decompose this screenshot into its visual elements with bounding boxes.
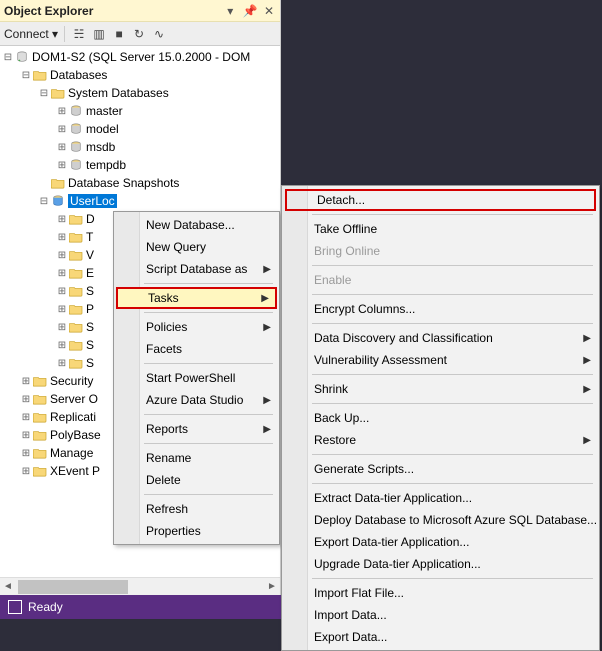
- submenu-arrow-icon: ▶: [263, 395, 271, 406]
- scroll-right-icon[interactable]: ►: [264, 581, 280, 592]
- submenu-arrow-icon: ▶: [583, 435, 591, 446]
- context-menu-database: New Database... New Query Script Databas…: [113, 211, 280, 545]
- tree-msdb-node[interactable]: ⊞msdb: [0, 138, 280, 156]
- panel-toolbar: Connect ▾ ☵ ▥ ■ ↻ ∿: [0, 22, 280, 46]
- menu-enable: Enable: [284, 269, 597, 291]
- menu-start-powershell[interactable]: Start PowerShell: [116, 367, 277, 389]
- menu-new-query[interactable]: New Query: [116, 236, 277, 258]
- expand-icon[interactable]: ⊞: [56, 286, 68, 297]
- menu-restore[interactable]: Restore▶: [284, 429, 597, 451]
- menu-backup[interactable]: Back Up...: [284, 407, 597, 429]
- context-menu-tasks: Detach... Take Offline Bring Online Enab…: [281, 185, 600, 651]
- expand-icon[interactable]: ⊞: [20, 430, 32, 441]
- expand-icon[interactable]: ⊞: [56, 250, 68, 261]
- menu-take-offline[interactable]: Take Offline: [284, 218, 597, 240]
- horizontal-scrollbar[interactable]: ◄ ►: [0, 577, 280, 595]
- scroll-left-icon[interactable]: ◄: [0, 581, 16, 592]
- menu-refresh[interactable]: Refresh: [116, 498, 277, 520]
- toolbar-group-icon[interactable]: ▥: [91, 26, 107, 42]
- menu-properties[interactable]: Properties: [116, 520, 277, 542]
- expand-icon[interactable]: ⊞: [56, 268, 68, 279]
- menu-deploy-azure[interactable]: Deploy Database to Microsoft Azure SQL D…: [284, 509, 597, 531]
- expand-icon[interactable]: ⊞: [20, 376, 32, 387]
- tree-snapshots-node[interactable]: Database Snapshots: [0, 174, 280, 192]
- expand-icon[interactable]: ⊞: [56, 232, 68, 243]
- tree-databases-node[interactable]: ⊟Databases: [0, 66, 280, 84]
- menu-azure-data-studio[interactable]: Azure Data Studio▶: [116, 389, 277, 411]
- close-icon[interactable]: ✕: [262, 4, 276, 18]
- menu-facets[interactable]: Facets: [116, 338, 277, 360]
- expand-icon[interactable]: ⊞: [56, 142, 68, 153]
- expand-icon[interactable]: ⊞: [56, 124, 68, 135]
- tree-model-node[interactable]: ⊞model: [0, 120, 280, 138]
- collapse-icon[interactable]: ⊟: [38, 88, 50, 99]
- submenu-arrow-icon: ▶: [261, 293, 269, 304]
- menu-data-discovery[interactable]: Data Discovery and Classification▶: [284, 327, 597, 349]
- status-icon: [8, 600, 22, 614]
- status-bar: Ready: [0, 595, 281, 619]
- tree-tempdb-node[interactable]: ⊞tempdb: [0, 156, 280, 174]
- toolbar-stop-icon[interactable]: ■: [111, 26, 127, 42]
- expand-icon[interactable]: ⊞: [56, 304, 68, 315]
- pin-icon[interactable]: 📌: [243, 4, 257, 18]
- connect-button[interactable]: Connect ▾: [4, 27, 58, 41]
- menu-generate-scripts[interactable]: Generate Scripts...: [284, 458, 597, 480]
- tree-userlock-node[interactable]: ⊟UserLoc: [0, 192, 280, 210]
- submenu-arrow-icon: ▶: [583, 333, 591, 344]
- expand-icon[interactable]: ⊞: [56, 160, 68, 171]
- expand-icon[interactable]: ⊞: [56, 340, 68, 351]
- menu-tasks[interactable]: Tasks▶: [116, 287, 277, 309]
- menu-bring-online: Bring Online: [284, 240, 597, 262]
- tree-master-node[interactable]: ⊞master: [0, 102, 280, 120]
- toolbar-refresh-icon[interactable]: ↻: [131, 26, 147, 42]
- expand-icon[interactable]: ⊞: [20, 466, 32, 477]
- menu-import-data[interactable]: Import Data...: [284, 604, 597, 626]
- menu-vulnerability-assessment[interactable]: Vulnerability Assessment▶: [284, 349, 597, 371]
- menu-script-database[interactable]: Script Database as▶: [116, 258, 277, 280]
- menu-shrink[interactable]: Shrink▶: [284, 378, 597, 400]
- menu-reports[interactable]: Reports▶: [116, 418, 277, 440]
- menu-extract-datatier[interactable]: Extract Data-tier Application...: [284, 487, 597, 509]
- submenu-arrow-icon: ▶: [263, 424, 271, 435]
- menu-upgrade-datatier[interactable]: Upgrade Data-tier Application...: [284, 553, 597, 575]
- expand-icon[interactable]: ⊞: [56, 106, 68, 117]
- submenu-arrow-icon: ▶: [583, 384, 591, 395]
- menu-delete[interactable]: Delete: [116, 469, 277, 491]
- expand-icon[interactable]: ⊞: [20, 448, 32, 459]
- submenu-arrow-icon: ▶: [583, 355, 591, 366]
- menu-rename[interactable]: Rename: [116, 447, 277, 469]
- collapse-icon[interactable]: ⊟: [20, 70, 32, 81]
- menu-import-flat-file[interactable]: Import Flat File...: [284, 582, 597, 604]
- menu-export-data[interactable]: Export Data...: [284, 626, 597, 648]
- menu-new-database[interactable]: New Database...: [116, 214, 277, 236]
- menu-policies[interactable]: Policies▶: [116, 316, 277, 338]
- menu-encrypt-columns[interactable]: Encrypt Columns...: [284, 298, 597, 320]
- panel-title-icons: ▾ 📌 ✕: [221, 4, 276, 18]
- expand-icon[interactable]: ⊞: [56, 358, 68, 369]
- submenu-arrow-icon: ▶: [263, 322, 271, 333]
- toolbar-filter-icon[interactable]: ☵: [71, 26, 87, 42]
- toolbar-activity-icon[interactable]: ∿: [151, 26, 167, 42]
- expand-icon[interactable]: ⊞: [20, 412, 32, 423]
- menu-export-datatier[interactable]: Export Data-tier Application...: [284, 531, 597, 553]
- expand-icon[interactable]: ⊞: [20, 394, 32, 405]
- menu-detach[interactable]: Detach...: [285, 189, 596, 211]
- tree-sysdb-node[interactable]: ⊟System Databases: [0, 84, 280, 102]
- collapse-icon[interactable]: ⊟: [2, 52, 14, 63]
- submenu-arrow-icon: ▶: [263, 264, 271, 275]
- status-text: Ready: [28, 600, 63, 614]
- scroll-thumb[interactable]: [18, 580, 128, 594]
- expand-icon[interactable]: ⊞: [56, 214, 68, 225]
- collapse-icon[interactable]: ⊟: [38, 196, 50, 207]
- dropdown-icon[interactable]: ▾: [223, 4, 237, 18]
- expand-icon[interactable]: ⊞: [56, 322, 68, 333]
- panel-title: Object Explorer: [4, 4, 221, 18]
- panel-title-bar: Object Explorer ▾ 📌 ✕: [0, 0, 280, 22]
- tree-server-node[interactable]: ⊟DOM1-S2 (SQL Server 15.0.2000 - DOM: [0, 48, 280, 66]
